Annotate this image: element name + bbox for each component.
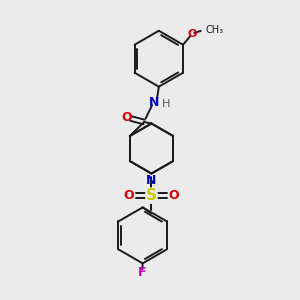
Text: F: F — [138, 266, 146, 279]
Text: N: N — [146, 173, 157, 187]
Text: N: N — [149, 96, 160, 110]
Text: S: S — [146, 188, 157, 203]
Text: O: O — [121, 111, 132, 124]
Text: O: O — [124, 189, 134, 202]
Text: O: O — [169, 189, 179, 202]
Text: H: H — [161, 99, 170, 110]
Text: CH₃: CH₃ — [205, 25, 223, 35]
Text: O: O — [187, 29, 196, 39]
